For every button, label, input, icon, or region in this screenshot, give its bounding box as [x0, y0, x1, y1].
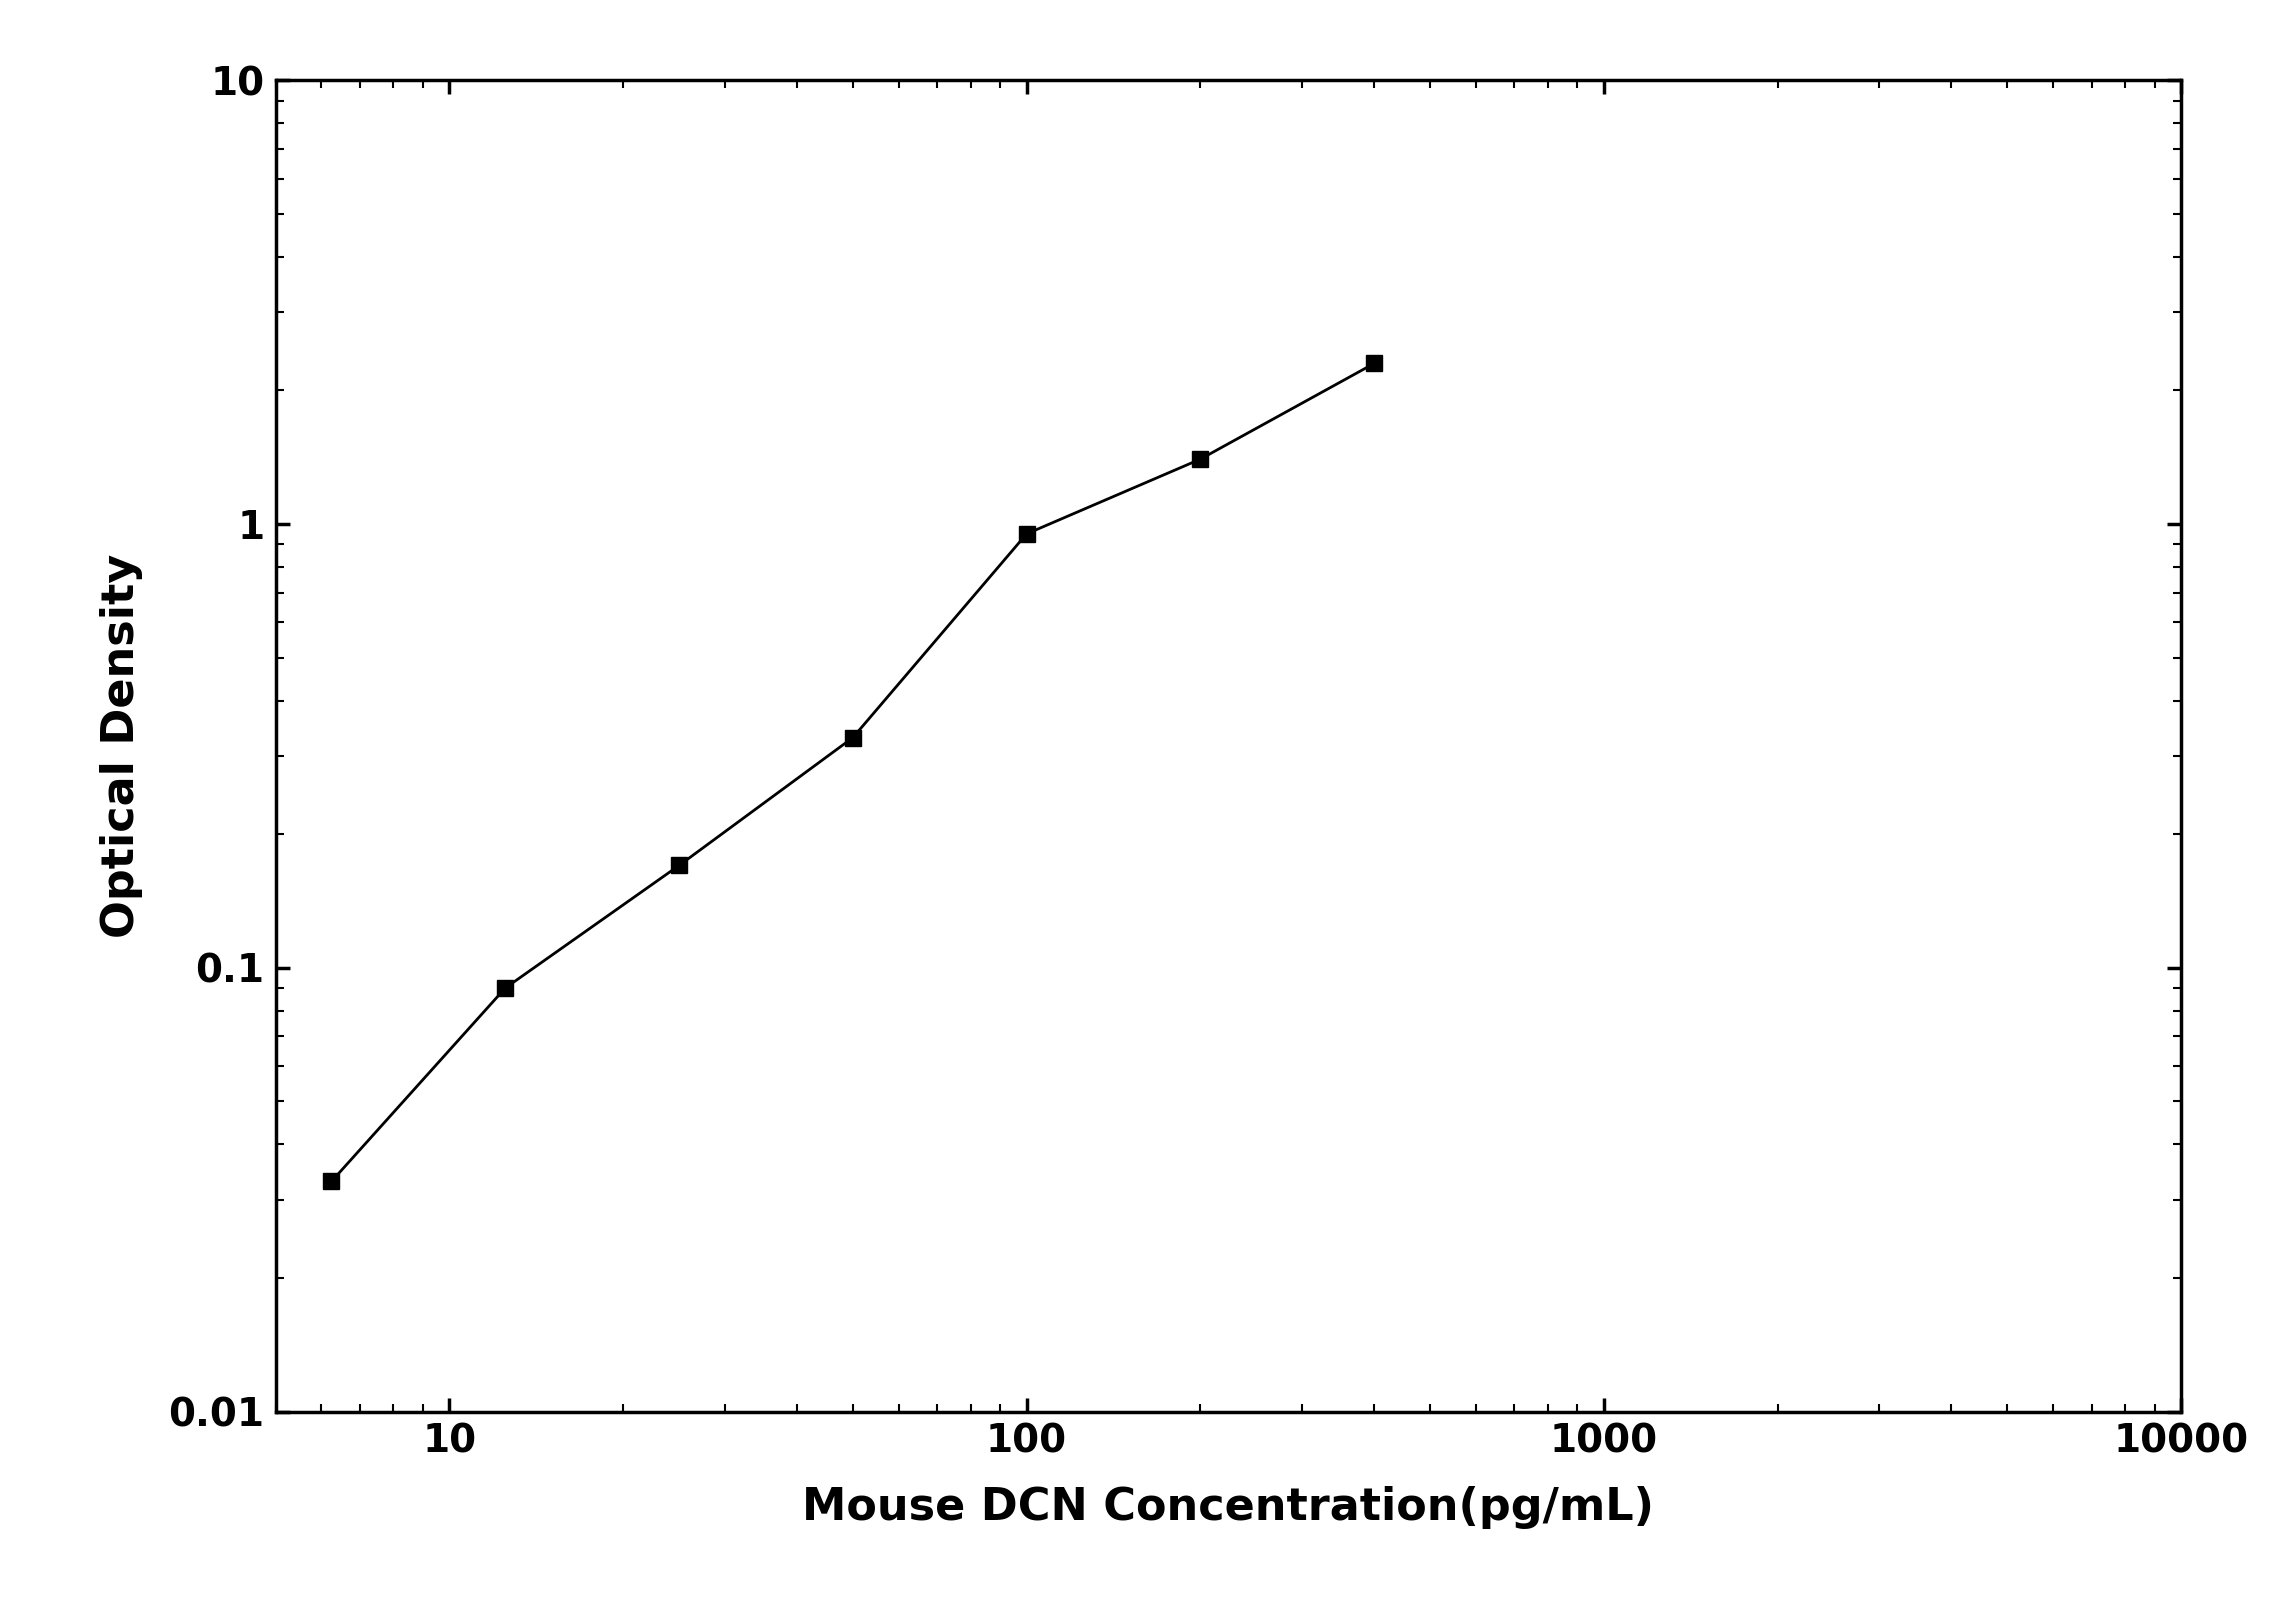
- X-axis label: Mouse DCN Concentration(pg/mL): Mouse DCN Concentration(pg/mL): [801, 1485, 1655, 1529]
- Y-axis label: Optical Density: Optical Density: [101, 553, 142, 938]
